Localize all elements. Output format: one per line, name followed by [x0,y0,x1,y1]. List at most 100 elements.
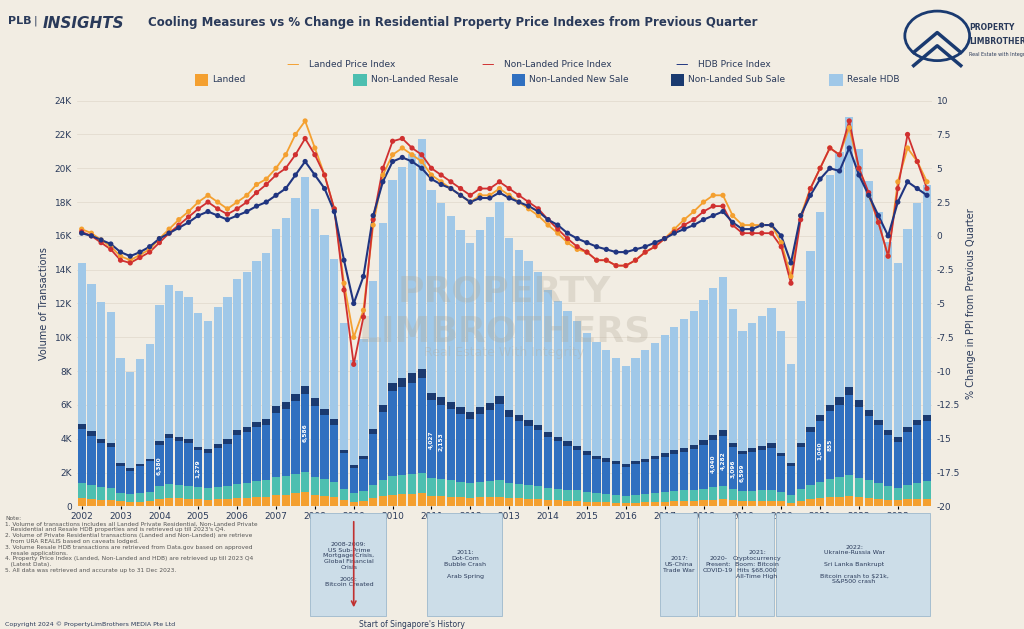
Point [297,157,313,167]
Point [686,214,702,225]
Point [113,251,129,261]
Bar [884,486,892,499]
Bar [156,304,164,442]
Point [860,187,877,198]
Bar [496,496,504,506]
Bar [777,501,785,506]
Bar [476,408,484,415]
Bar [524,485,532,499]
Bar [709,440,718,487]
Bar [349,360,357,465]
Point [268,190,285,200]
Point [423,170,439,180]
Point [355,305,372,315]
Bar [660,501,669,506]
Bar [87,284,95,431]
Bar [845,395,853,475]
Bar [233,279,242,430]
Bar [496,202,504,396]
Point [763,220,779,230]
Bar [427,190,435,392]
Bar [388,391,396,476]
Bar [427,478,435,496]
Text: Non-Landed Sub Sale: Non-Landed Sub Sale [688,75,785,84]
Bar [271,413,281,477]
Point [180,206,197,216]
Bar [427,496,435,506]
Point [754,220,770,230]
Bar [622,464,630,467]
Point [899,177,915,187]
Point [540,214,556,225]
Bar [583,455,591,492]
Bar [836,497,844,506]
Bar [253,262,261,422]
Point [617,260,634,270]
Point [667,227,683,237]
Point [530,204,547,214]
Bar [699,489,708,500]
Bar [825,411,834,479]
Bar [262,425,270,481]
Bar [524,420,532,426]
Bar [758,501,766,506]
Bar [748,448,756,452]
Bar [641,462,649,494]
Point [132,247,148,257]
Bar [544,290,552,431]
Point [122,258,138,268]
Text: —: — [287,58,299,70]
Point [132,252,148,262]
Point [93,235,110,245]
Bar [816,482,824,498]
Point [365,220,381,230]
Point [598,255,614,265]
Point [686,206,702,216]
Bar [641,494,649,503]
Point [841,123,857,133]
Point [355,312,372,322]
Bar [864,498,872,506]
Bar [874,420,883,425]
Bar [748,323,756,448]
Bar [797,443,805,447]
Bar [632,358,640,461]
Bar [243,427,251,432]
Bar [330,482,338,497]
Bar [719,435,727,486]
Bar [864,416,872,481]
Text: Landed Price Index: Landed Price Index [309,60,395,69]
Point [161,224,177,234]
Bar [786,464,795,466]
Point [453,190,469,200]
Point [239,206,255,216]
Bar [689,501,698,506]
Bar [78,428,86,482]
Bar [825,404,834,411]
Bar [709,288,718,435]
Point [297,116,313,126]
Bar [117,493,125,501]
Point [569,244,586,254]
Text: 4,040: 4,040 [711,455,716,473]
Point [637,242,653,252]
Point [909,157,926,167]
Text: 2020-
Present:
COVID-19: 2020- Present: COVID-19 [702,556,733,573]
Bar [437,496,445,506]
Point [74,228,90,238]
Bar [894,500,902,506]
Bar [175,485,183,498]
Point [695,206,712,216]
Bar [117,465,125,493]
Bar [485,481,494,497]
Bar [806,485,814,499]
Bar [515,498,523,506]
Bar [758,491,766,501]
Bar [437,479,445,496]
Point [773,238,790,248]
Bar [689,489,698,501]
Point [501,184,517,194]
Point [715,190,731,200]
Point [141,247,158,257]
Point [890,177,906,187]
